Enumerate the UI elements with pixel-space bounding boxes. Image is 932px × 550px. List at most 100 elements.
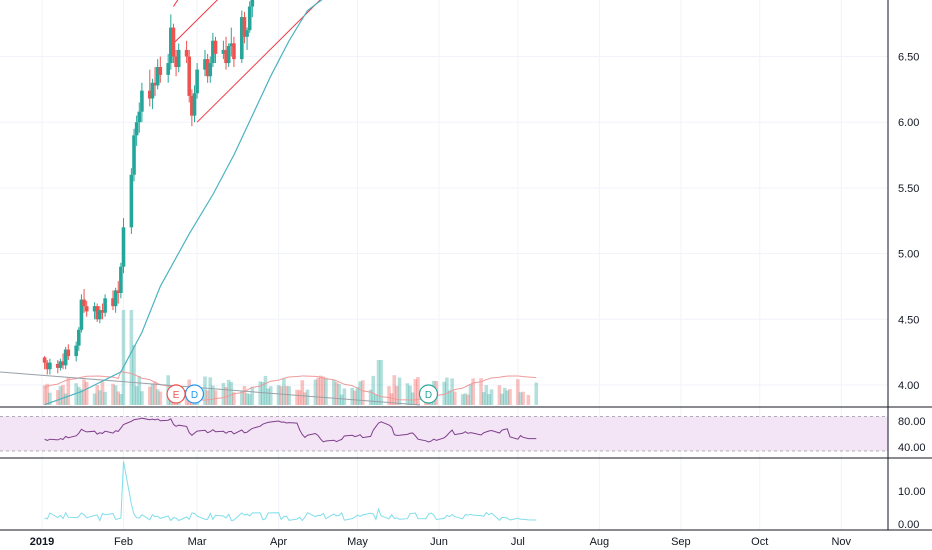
volume-bar — [155, 389, 160, 405]
time-tick-label: Oct — [751, 536, 768, 548]
candle — [119, 262, 123, 299]
volume-bar — [121, 310, 126, 405]
volume-bar — [100, 381, 105, 405]
volume-bar — [489, 389, 494, 405]
volume-bar — [66, 377, 71, 405]
time-tick-label: Sep — [671, 536, 691, 548]
volume-bar — [158, 391, 163, 405]
volume-bar — [203, 376, 207, 405]
volume-bar — [508, 389, 512, 405]
candle-body — [103, 298, 107, 313]
volume-bar — [250, 386, 255, 405]
candle-body — [250, 0, 255, 7]
indicator-tick-label: 10.00 — [898, 486, 926, 498]
candle — [137, 102, 142, 133]
volume-bar — [98, 390, 102, 405]
volume-bar — [413, 379, 418, 405]
candle-body — [171, 27, 176, 57]
event-marker: D — [418, 384, 439, 404]
volume-bar — [516, 379, 520, 405]
candle-body — [224, 49, 228, 64]
volume-bar — [342, 388, 347, 405]
volume-bar — [379, 360, 383, 405]
candle — [211, 32, 215, 68]
volume-bar — [240, 390, 244, 405]
event-marker-label: D — [425, 390, 432, 401]
candle-body — [169, 27, 173, 64]
candle — [176, 43, 181, 73]
candle — [55, 360, 60, 374]
volume-bar — [247, 394, 252, 405]
volume-bar — [410, 392, 415, 405]
volume-bar — [211, 385, 215, 405]
volume-bar — [374, 394, 378, 405]
candle-body — [58, 361, 63, 368]
volume-trend-line — [0, 371, 421, 406]
candle — [74, 341, 78, 362]
volume-bar — [79, 389, 84, 405]
event-marker: D — [184, 384, 205, 404]
candle — [229, 27, 234, 57]
volume-bar — [221, 382, 226, 405]
volume-bar — [471, 378, 475, 405]
volume-bar — [282, 378, 286, 405]
candle-body — [100, 310, 105, 313]
candle — [190, 89, 194, 127]
candle-body — [84, 306, 89, 312]
candle-body — [221, 49, 226, 54]
trend-line — [173, 0, 218, 44]
volume-bar — [334, 382, 339, 405]
candle-body — [211, 40, 215, 64]
event-marker-label: D — [191, 390, 198, 401]
volume-bar — [245, 393, 249, 405]
volume-bar — [452, 391, 457, 405]
event-marker-label: E — [173, 390, 180, 401]
volume-bar — [526, 394, 531, 405]
volume-bar — [371, 375, 376, 405]
volume-bar — [505, 390, 510, 405]
candle — [174, 49, 178, 77]
candle — [205, 53, 210, 83]
candle-body — [187, 56, 192, 96]
volume-ma-line — [44, 370, 537, 401]
volume-bar — [450, 378, 454, 405]
candle-body — [129, 174, 134, 228]
candle — [203, 49, 207, 77]
volume-bar — [484, 385, 489, 405]
candle — [58, 358, 63, 371]
volume-bar — [113, 385, 118, 405]
volume-bar — [534, 382, 539, 405]
candle-body — [195, 69, 199, 94]
volume-bar — [92, 393, 97, 405]
volume-bar — [82, 379, 86, 405]
volume-bar — [389, 393, 394, 405]
candle — [166, 53, 170, 83]
volume-bar — [318, 375, 323, 405]
indicator-tick-label: 0.00 — [898, 519, 919, 531]
candle — [98, 306, 102, 324]
candle-body — [95, 306, 100, 320]
volume-bar — [387, 386, 391, 405]
volume-bar — [268, 386, 273, 405]
volume-bar — [205, 390, 210, 405]
volume-bar — [321, 376, 326, 405]
volume-bar — [226, 379, 231, 405]
volume-bar — [502, 387, 507, 405]
candle-body — [184, 49, 189, 57]
volume-bar — [395, 385, 399, 405]
volume-bar — [305, 389, 310, 405]
candle-body — [240, 17, 244, 60]
volume-bar — [416, 377, 420, 405]
indicator-line — [44, 461, 537, 522]
volume-bar — [103, 391, 107, 405]
volume-bar — [61, 384, 65, 405]
candle — [158, 56, 163, 83]
candle — [169, 14, 173, 70]
volume-bar — [284, 385, 289, 405]
rsi-line — [44, 417, 537, 443]
candle — [116, 281, 121, 304]
candle-body — [111, 298, 115, 307]
